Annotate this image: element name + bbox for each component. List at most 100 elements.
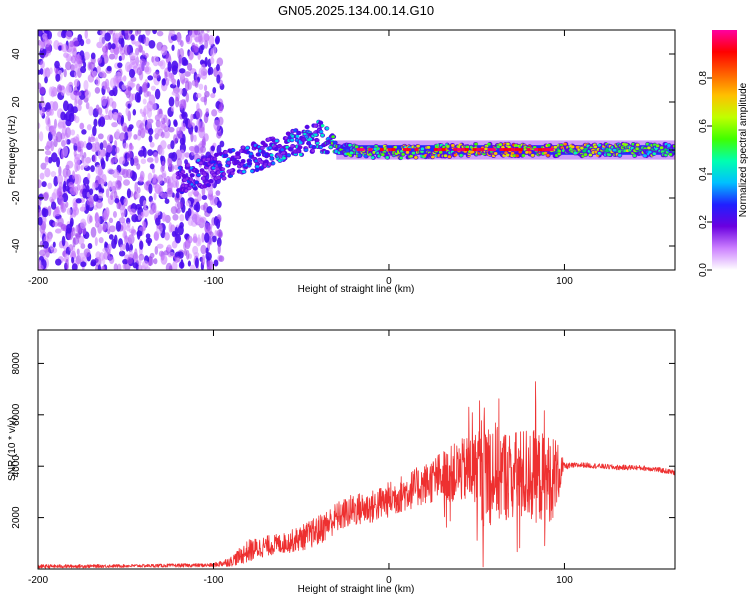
noise-blob <box>109 30 114 35</box>
signal-blob <box>405 150 410 154</box>
noise-blob <box>120 114 125 125</box>
signal-peak <box>541 148 546 152</box>
noise-blob <box>118 156 126 165</box>
signal-peak <box>379 148 384 152</box>
signal-blob <box>426 145 431 149</box>
noise-blob <box>82 158 89 169</box>
signal-peak <box>503 148 508 152</box>
noise-blob <box>68 46 73 54</box>
signal-peak <box>511 148 516 152</box>
noise-blob <box>190 113 194 121</box>
signal-blob <box>286 153 291 157</box>
signal-blob <box>487 142 491 146</box>
noise-blob <box>60 202 67 214</box>
signal-blob <box>209 179 214 183</box>
noise-blob <box>125 106 130 117</box>
spectrogram-x-label: Height of straight line (km) <box>298 284 415 295</box>
noise-blob <box>115 129 121 139</box>
signal-blob <box>213 157 218 161</box>
noise-blob <box>108 256 115 265</box>
signal-blob <box>573 151 578 155</box>
signal-blob <box>242 170 246 174</box>
noise-blob <box>218 103 224 112</box>
noise-blob <box>179 222 184 229</box>
noise-blob <box>214 36 220 45</box>
noise-blob <box>73 70 78 79</box>
noise-blob <box>44 150 52 156</box>
signal-blob <box>617 149 622 153</box>
signal-blob <box>373 147 378 151</box>
signal-blob <box>443 154 448 158</box>
noise-blob <box>129 208 137 216</box>
noise-blob <box>187 260 192 267</box>
noise-blob <box>201 194 208 201</box>
signal-blob <box>275 147 279 151</box>
snr-x-label: Height of straight line (km) <box>298 584 415 595</box>
noise-blob <box>176 158 183 167</box>
signal-blob <box>655 144 660 148</box>
chart-title: GN05.2025.134.00.14.G10 <box>278 3 434 18</box>
noise-blob <box>155 217 161 226</box>
noise-blob <box>97 148 104 160</box>
noise-blob <box>158 186 163 197</box>
noise-blob <box>178 68 186 74</box>
noise-blob <box>143 207 150 218</box>
noise-blob <box>74 98 78 109</box>
noise-blob <box>108 217 114 224</box>
snr-y-tick-label: 6000 <box>11 403 22 426</box>
signal-blob <box>293 128 297 132</box>
noise-blob <box>175 179 179 189</box>
signal-blob <box>580 146 584 150</box>
noise-blob <box>60 111 66 121</box>
signal-blob <box>231 148 236 152</box>
snr-y-tick-label: 8000 <box>11 352 22 375</box>
signal-blob <box>381 153 385 157</box>
signal-blob <box>247 162 252 166</box>
noise-blob <box>117 263 122 270</box>
noise-blob <box>80 123 84 130</box>
noise-blob <box>178 261 185 269</box>
signal-peak <box>514 148 519 152</box>
noise-blob <box>175 191 180 199</box>
signal-blob <box>182 178 187 182</box>
signal-blob <box>296 149 300 153</box>
signal-blob <box>493 152 498 156</box>
signal-blob <box>226 157 231 161</box>
signal-peak <box>406 148 411 152</box>
noise-blob <box>168 72 173 79</box>
noise-blob <box>69 221 73 228</box>
noise-blob <box>98 237 104 244</box>
noise-blob <box>122 75 127 82</box>
noise-blob <box>93 193 99 202</box>
noise-blob <box>152 177 158 189</box>
noise-blob <box>66 83 73 94</box>
noise-blob <box>64 253 70 261</box>
noise-blob <box>119 132 126 142</box>
noise-blob <box>140 211 144 219</box>
noise-blob <box>53 188 58 200</box>
noise-blob <box>88 106 94 116</box>
noise-blob <box>65 127 72 138</box>
signal-peak <box>480 148 485 152</box>
noise-blob <box>105 188 110 198</box>
colorbar: 0.0 0.2 0.4 0.6 0.8 Normalized spectral ampl… <box>698 30 749 277</box>
noise-blob <box>97 57 102 64</box>
signal-blob <box>259 160 264 164</box>
noise-blob <box>106 65 112 72</box>
noise-blob <box>38 209 43 217</box>
noise-blob <box>123 198 128 206</box>
noise-blob <box>55 73 61 82</box>
snr-frame <box>37 329 676 570</box>
signal-blob <box>453 153 458 157</box>
noise-blob <box>110 157 115 165</box>
signal-blob <box>307 141 311 145</box>
noise-blob <box>154 127 161 134</box>
noise-blob <box>65 258 69 270</box>
noise-blob <box>160 46 168 56</box>
signal-blob <box>193 186 198 190</box>
noise-blob <box>159 147 165 156</box>
noise-blob <box>202 136 206 146</box>
noise-blob <box>45 247 50 258</box>
noise-blob <box>208 192 214 201</box>
noise-blob <box>159 59 166 70</box>
